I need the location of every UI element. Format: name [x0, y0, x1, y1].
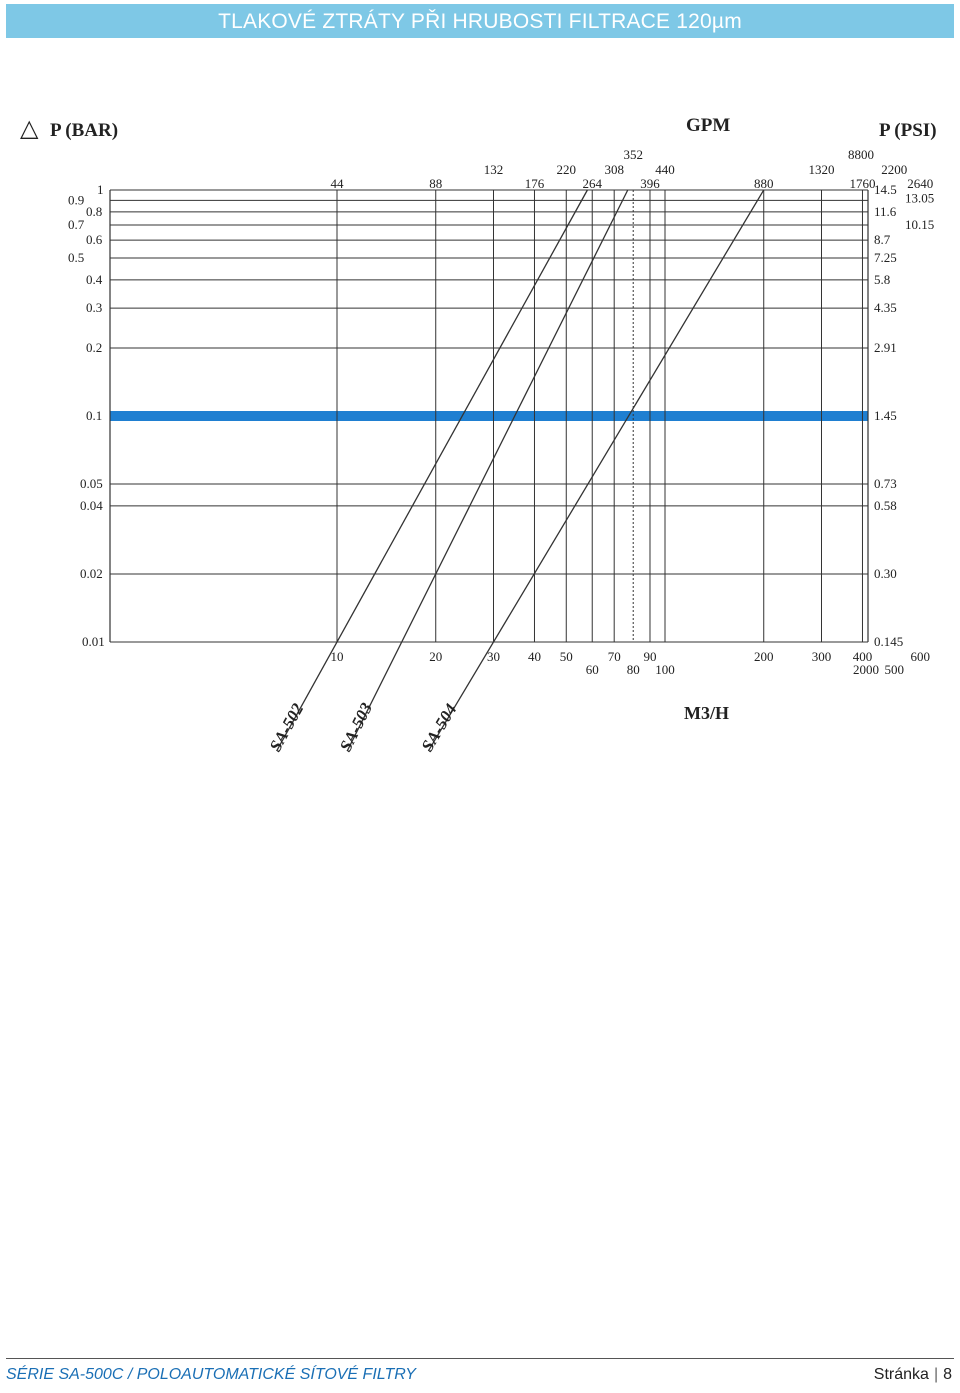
delta-symbol: △	[20, 116, 39, 142]
footer-divider	[6, 1358, 954, 1359]
gpm-tick-label: 132	[484, 162, 504, 177]
psi-axis-label: P (PSI)	[879, 120, 937, 141]
psi-tick-label: 1.45	[874, 408, 897, 423]
m3h-tick-label: 20	[429, 649, 442, 664]
gpm-tick-label: 880	[754, 176, 774, 191]
psi-tick-label: 8.7	[874, 232, 891, 247]
gpm-axis-label: GPM	[686, 115, 730, 136]
psi-tick-label: 0.145	[874, 634, 903, 649]
m3h-tick-label: 200	[754, 649, 774, 664]
gpm-tick-label: 1760	[849, 176, 875, 191]
bar-tick-label: 0.2	[86, 340, 102, 355]
page-number: 8	[943, 1366, 952, 1383]
m3h-tick-label: 40	[528, 649, 541, 664]
series-line-sa-504	[427, 189, 765, 752]
psi-tick-label: 0.73	[874, 476, 897, 491]
gpm-tick-label: 396	[640, 176, 660, 191]
m3h-tick-label: 500	[885, 662, 905, 677]
m3h-tick-label: 100	[655, 662, 675, 677]
highlight-band	[110, 411, 868, 421]
gpm-tick-label: 88	[429, 176, 442, 191]
gpm-tick-label: 352	[623, 147, 643, 162]
gpm-tick-label: 2200	[881, 162, 907, 177]
m3h-tick-label: 80	[627, 662, 640, 677]
series-label: SA-504	[418, 701, 461, 755]
m3h-axis-label: M3/H	[684, 703, 729, 723]
bar-axis-label: P (BAR)	[50, 120, 118, 141]
m3h-tick-label: 50	[560, 649, 573, 664]
m3h-tick-label: 90	[643, 649, 656, 664]
psi-tick-label: 10.15	[905, 217, 934, 232]
gpm-tick-label: 176	[525, 176, 545, 191]
bar-tick-label: 0.8	[86, 204, 102, 219]
m3h-tick-label: 70	[608, 649, 621, 664]
m3h-tick-label: 10	[331, 649, 344, 664]
psi-tick-label: 13.05	[905, 190, 934, 205]
gpm-tick-label: 1320	[808, 162, 834, 177]
bar-tick-label: 1	[97, 182, 104, 197]
gpm-tick-label: 308	[604, 162, 624, 177]
psi-tick-label: 11.6	[874, 204, 897, 219]
psi-tick-label: 4.35	[874, 300, 897, 315]
bar-tick-label: 0.9	[68, 192, 84, 207]
series-line-sa-502	[276, 189, 588, 752]
series-line-sa-503	[346, 189, 629, 752]
bar-tick-label: 0.04	[80, 498, 103, 513]
bar-tick-label: 0.1	[86, 408, 102, 423]
gpm-tick-label: 2640	[907, 176, 933, 191]
psi-tick-label: 5.8	[874, 272, 890, 287]
bar-tick-label: 0.01	[82, 634, 105, 649]
bar-tick-label: 0.5	[68, 250, 84, 265]
footer-page: Stránka | 8	[873, 1366, 952, 1383]
m3h-tick-label: 300	[812, 649, 832, 664]
bar-tick-label: 0.7	[68, 217, 85, 232]
gpm-tick-label: 44	[331, 176, 345, 191]
series-label: SA-502	[266, 700, 308, 755]
bar-tick-label: 0.4	[86, 272, 103, 287]
psi-tick-label: 0.30	[874, 566, 897, 581]
m3h-tick-label: 600	[910, 649, 930, 664]
m3h-tick-label: 30	[487, 649, 500, 664]
footer-series-label: SÉRIE SA-500C / POLOAUTOMATICKÉ SÍTOVÉ F…	[6, 1366, 416, 1383]
psi-tick-label: 7.25	[874, 250, 897, 265]
page-title: TLAKOVÉ ZTRÁTY PŘI HRUBOSTI FILTRACE 120…	[6, 4, 954, 38]
gpm-tick-label: 8800	[848, 147, 874, 162]
m3h-tick-label: 2000	[853, 662, 879, 677]
m3h-tick-label: 60	[586, 662, 599, 677]
bar-tick-label: 0.02	[80, 566, 103, 581]
psi-tick-label: 0.58	[874, 498, 897, 513]
gpm-tick-label: 220	[557, 162, 577, 177]
bar-tick-label: 0.05	[80, 476, 103, 491]
m3h-tick-label: 400	[853, 649, 873, 664]
psi-tick-label: 14.5	[874, 182, 897, 197]
series-label: SA-503	[336, 699, 376, 754]
bar-tick-label: 0.3	[86, 300, 102, 315]
gpm-tick-label: 264	[582, 176, 602, 191]
page-word: Stránka	[873, 1366, 929, 1383]
psi-tick-label: 2.91	[874, 340, 897, 355]
gpm-tick-label: 440	[655, 162, 675, 177]
bar-tick-label: 0.6	[86, 232, 103, 247]
